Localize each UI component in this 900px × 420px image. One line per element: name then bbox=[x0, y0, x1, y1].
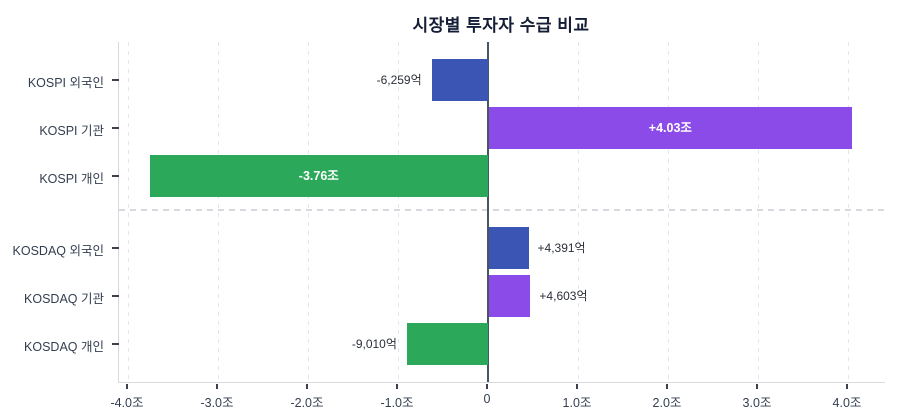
y-category-label-kospi-foreign: KOSPI 외국인 bbox=[27, 76, 104, 90]
y-category-label-kosdaq-foreign: KOSDAQ 외국인 bbox=[12, 244, 104, 258]
bar-kosdaq-institution bbox=[489, 275, 531, 317]
x-tick-label: 1.0조 bbox=[562, 396, 592, 410]
y-category-label-kosdaq-individual: KOSDAQ 개인 bbox=[24, 340, 104, 354]
group-separator-line bbox=[119, 209, 885, 211]
x-tick-mark bbox=[216, 383, 218, 389]
y-tick-mark bbox=[112, 295, 119, 297]
y-category-label-kosdaq-institution: KOSDAQ 기관 bbox=[24, 292, 104, 306]
gridline bbox=[847, 42, 849, 382]
x-tick-label: 0 bbox=[483, 392, 491, 406]
zero-axis-line bbox=[487, 42, 489, 382]
value-label-kospi-institution: +4.03조 bbox=[648, 121, 692, 135]
y-tick-mark bbox=[112, 127, 119, 129]
x-tick-label: 3.0조 bbox=[742, 396, 772, 410]
x-tick-mark bbox=[306, 383, 308, 389]
bar-kospi-foreign bbox=[431, 59, 488, 101]
x-tick-mark bbox=[666, 383, 668, 389]
gridline bbox=[667, 42, 669, 382]
value-label-kospi-individual: -3.76조 bbox=[298, 169, 339, 183]
y-category-label-kospi-institution: KOSPI 기관 bbox=[39, 124, 104, 138]
bar-kosdaq-foreign bbox=[489, 227, 529, 269]
x-tick-mark bbox=[126, 383, 128, 389]
value-label-kospi-foreign: -6,259억 bbox=[376, 73, 422, 87]
y-tick-mark bbox=[112, 175, 119, 177]
x-tick-label: -2.0조 bbox=[290, 396, 324, 410]
x-tick-label: -1.0조 bbox=[380, 396, 414, 410]
gridline bbox=[217, 42, 219, 382]
bar-kosdaq-individual bbox=[406, 323, 488, 365]
y-category-label-kospi-individual: KOSPI 개인 bbox=[39, 172, 104, 186]
gridline bbox=[577, 42, 579, 382]
x-tick-label: -4.0조 bbox=[110, 396, 144, 410]
value-label-kosdaq-individual: -9,010억 bbox=[351, 337, 397, 351]
value-label-kosdaq-institution: +4,603억 bbox=[539, 289, 588, 303]
bar-kospi-individual bbox=[149, 155, 488, 197]
x-tick-label: 4.0조 bbox=[832, 396, 862, 410]
x-tick-label: 2.0조 bbox=[652, 396, 682, 410]
chart-title: 시장별 투자자 수급 비교 bbox=[412, 16, 590, 35]
gridline bbox=[397, 42, 399, 382]
x-tick-label: -3.0조 bbox=[200, 396, 234, 410]
y-tick-mark bbox=[112, 343, 119, 345]
gridline bbox=[757, 42, 759, 382]
x-tick-mark bbox=[486, 383, 488, 389]
y-tick-mark bbox=[112, 79, 119, 81]
gridline bbox=[127, 42, 129, 382]
x-tick-mark bbox=[846, 383, 848, 389]
x-tick-mark bbox=[756, 383, 758, 389]
y-tick-mark bbox=[112, 247, 119, 249]
value-label-kosdaq-foreign: +4,391억 bbox=[537, 241, 586, 255]
x-tick-mark bbox=[396, 383, 398, 389]
x-tick-mark bbox=[576, 383, 578, 389]
plot-area: -6,259억 +4.03조 -3.76조 +4,391억 +4,603억 -9,010억 bbox=[118, 42, 885, 383]
gridline bbox=[307, 42, 309, 382]
bar-kospi-institution bbox=[489, 107, 852, 149]
